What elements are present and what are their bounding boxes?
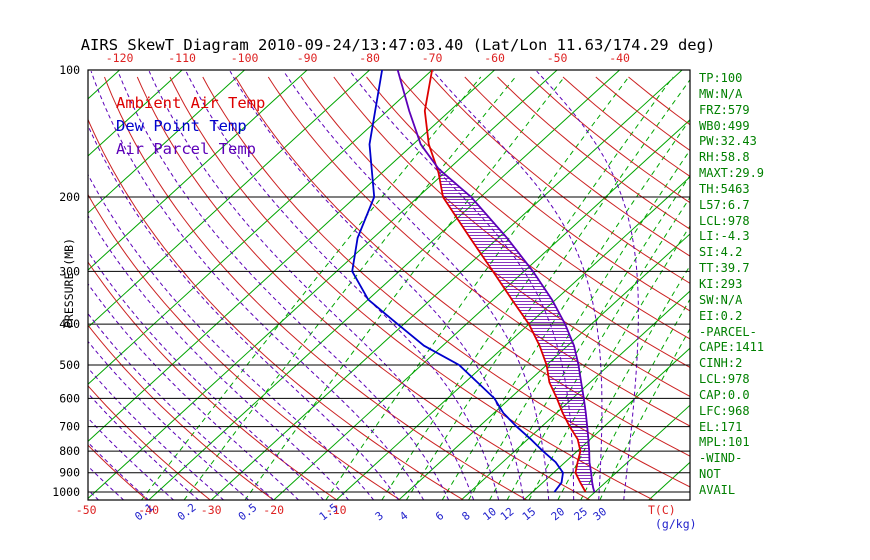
top-temp-tick: -60 — [484, 51, 505, 65]
stats-line: SI:4.2 — [699, 245, 743, 260]
stats-line: LFC:968 — [699, 403, 750, 418]
pressure-tick: 1000 — [52, 485, 80, 499]
pressure-tick: 600 — [59, 391, 80, 405]
stats-line: EI:0.2 — [699, 308, 743, 323]
sounding-curves — [351, 70, 596, 493]
stats-line: CAPE:1411 — [699, 340, 765, 355]
stats-line: MPL:101 — [699, 435, 750, 450]
top-temp-tick: -110 — [168, 51, 196, 65]
chart-title: AIRS SkewT Diagram 2010-09-24/13:47:03.4… — [80, 36, 716, 54]
stats-line: L57:6.7 — [699, 197, 750, 212]
top-temp-tick: -120 — [106, 51, 134, 65]
top-temp-tick: -40 — [609, 51, 630, 65]
top-temp-tick: -100 — [231, 51, 259, 65]
mixing-ratio-tick: 4 — [397, 509, 411, 524]
mixing-ratio-tick: 15 — [520, 505, 538, 523]
mixing-ratio-tick: 12 — [498, 505, 516, 523]
ambient-temp-curve — [423, 70, 587, 493]
mixing-unit-label: (g/kg) — [655, 517, 697, 531]
top-temp-tick: -70 — [422, 51, 443, 65]
bottom-temp-tick: -10 — [326, 503, 347, 517]
pressure-tick: 700 — [59, 420, 80, 434]
cape-hatch-area — [437, 169, 593, 486]
top-temp-tick: -50 — [547, 51, 568, 65]
mixing-ratio-tick: 30 — [591, 505, 609, 523]
stats-line: WB0:499 — [699, 118, 750, 133]
mixing-ratio-tick: 3 — [373, 509, 386, 523]
stats-line: MAXT:29.9 — [699, 166, 765, 181]
mixing-ratio-tick: 0.5 — [236, 501, 260, 523]
stats-line: MW:N/A — [699, 86, 743, 101]
stats-line: CAP:0.0 — [699, 387, 750, 402]
stats-line: SW:N/A — [699, 292, 743, 307]
dew-point-curve — [351, 70, 564, 493]
stats-line: -PARCEL- — [699, 324, 757, 339]
stats-line: KI:293 — [699, 276, 743, 291]
pressure-tick: 400 — [59, 317, 80, 331]
stats-line: FRZ:579 — [699, 102, 750, 117]
parcel-temp-curve — [396, 70, 596, 493]
stats-line: TT:39.7 — [699, 261, 750, 276]
pressure-tick: 100 — [59, 63, 80, 77]
stats-line: AVAIL — [699, 482, 736, 497]
legend-air-parcel-temp: Air Parcel Temp — [116, 140, 256, 158]
legend-dew-point-temp: Dew Point Temp — [116, 117, 247, 135]
mixing-ratio-tick: 25 — [572, 505, 590, 523]
stats-line: CINH:2 — [699, 356, 743, 371]
mixing-ratio-tick: 20 — [549, 505, 567, 523]
stats-line: PW:32.43 — [699, 134, 757, 149]
stats-line: LCL:978 — [699, 372, 750, 387]
pressure-tick: 500 — [59, 358, 80, 372]
bottom-temp-tick: -30 — [201, 503, 222, 517]
stats-line: TP:100 — [699, 71, 743, 85]
plot-border — [87, 69, 691, 501]
stats-line: NOT — [699, 467, 721, 482]
pressure-axis-label: PRESSURE (MB) — [62, 238, 76, 328]
top-temp-tick: -80 — [359, 51, 380, 65]
mixing-ratio-tick: 8 — [459, 509, 472, 523]
stats-line: EL:171 — [699, 419, 743, 434]
legend-ambient-air-temp: Ambient Air Temp — [116, 94, 266, 112]
stats-line: LI:-4.3 — [699, 229, 750, 244]
bottom-temp-tick: -20 — [263, 503, 284, 517]
pressure-tick: 300 — [59, 264, 80, 278]
pressure-tick: 200 — [59, 190, 80, 204]
stats-line: TH:5463 — [699, 181, 750, 196]
stats-line: LCL:978 — [699, 213, 750, 228]
mixing-ratio-tick: 6 — [433, 509, 446, 523]
pressure-tick: 800 — [59, 444, 80, 458]
mixing-ratio-tick: 0.2 — [175, 501, 199, 523]
temp-unit-label: T(C) — [648, 503, 676, 517]
pressure-tick: 900 — [59, 466, 80, 480]
bottom-temp-tick: -40 — [138, 503, 159, 517]
top-temp-tick: -90 — [297, 51, 318, 65]
stats-line: -WIND- — [699, 451, 743, 466]
stats-panel: TP:100 MW:N/A FRZ:579 WB0:499 PW:32.43 RH:58.… — [699, 71, 764, 499]
bottom-temp-tick: -50 — [76, 503, 97, 517]
legend: Ambient Air Temp Dew Point Temp Air Parc… — [116, 92, 265, 161]
mixing-ratio-tick: 10 — [480, 505, 498, 523]
stats-line: RH:58.8 — [699, 150, 750, 165]
